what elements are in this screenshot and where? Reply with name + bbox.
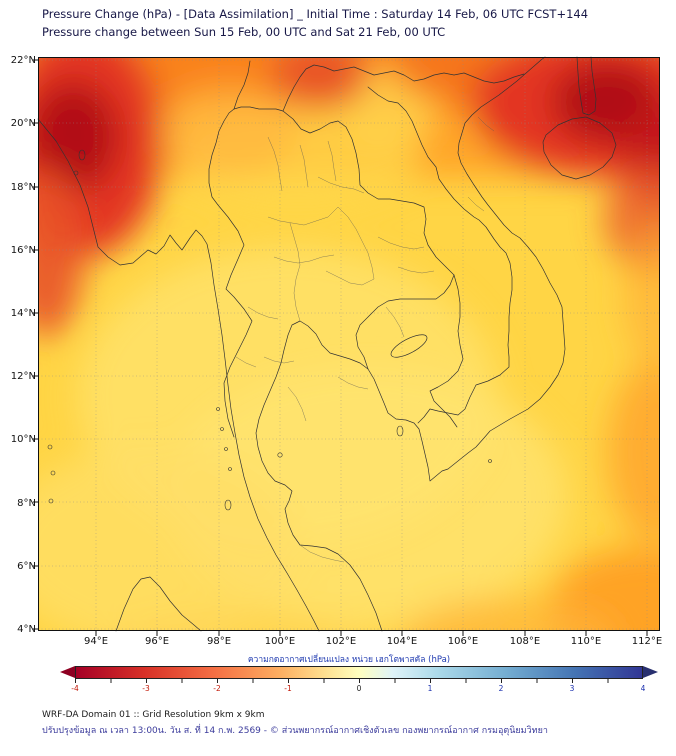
lon-tick-label: 112°E bbox=[631, 636, 663, 647]
colorbar-min-arrow bbox=[60, 666, 75, 678]
colorbar-tick-label: 4 bbox=[640, 684, 646, 693]
lat-tick-label: 8°N bbox=[17, 498, 36, 509]
colorbar-gradient bbox=[75, 666, 643, 679]
lon-tick-label: 94°E bbox=[83, 636, 109, 647]
coastline-gulf-vietnam-china bbox=[255, 56, 566, 632]
border-thailand-myanmar bbox=[208, 106, 284, 438]
colorbar-tick-label: -2 bbox=[213, 684, 221, 693]
lat-tick-label: 6°N bbox=[17, 561, 36, 572]
colorbar bbox=[60, 666, 658, 679]
footer-agency-info: ปรับปรุงข้อมูล ณ เวลา 13:00น. วัน ส. ที่… bbox=[42, 726, 548, 736]
colorbar-tick-labels: -4 -3 -2 -1 0 1 2 3 4 bbox=[71, 684, 646, 694]
colorbar-tick-label: 2 bbox=[498, 684, 504, 693]
lat-tick-label: 22°N bbox=[10, 55, 36, 66]
coastline-myanmar-peninsula-west bbox=[37, 118, 320, 632]
lon-tick-label: 100°E bbox=[264, 636, 296, 647]
border-thailand-cambodia bbox=[355, 274, 455, 370]
provincial-boundaries bbox=[235, 116, 495, 563]
colorbar-tick-label: 1 bbox=[427, 684, 433, 693]
page-title: Pressure Change (hPa) - [Data Assimilati… bbox=[42, 7, 589, 21]
lat-tick-label: 12°N bbox=[10, 371, 36, 382]
page-subtitle: Pressure change between Sun 15 Feb, 00 U… bbox=[42, 25, 446, 39]
lat-tick-label: 18°N bbox=[10, 182, 36, 193]
colorbar-tick-label: 3 bbox=[569, 684, 575, 693]
lon-tick-label: 98°E bbox=[206, 636, 232, 647]
lat-tick-label: 14°N bbox=[10, 308, 36, 319]
lon-tick-label: 102°E bbox=[325, 636, 357, 647]
lake-tonle-sap bbox=[390, 334, 428, 358]
border-laos-vietnam-cambodia bbox=[367, 86, 513, 424]
pressure-field bbox=[38, 57, 660, 631]
island-sumatra-tip bbox=[115, 576, 202, 632]
footer-domain-info: WRF-DA Domain 01 :: Grid Resolution 9km … bbox=[42, 710, 265, 720]
lon-tick-label: 104°E bbox=[386, 636, 418, 647]
colorbar-max-arrow bbox=[643, 666, 658, 678]
border-myanmar-china bbox=[233, 60, 251, 110]
colorbar-tick-label: -4 bbox=[71, 684, 79, 693]
lat-tick-label: 4°N bbox=[17, 624, 36, 635]
lon-tick-label: 108°E bbox=[509, 636, 541, 647]
pressure-map bbox=[33, 56, 660, 636]
small-islands bbox=[47, 149, 492, 511]
coastline-leizhou bbox=[576, 56, 597, 116]
lon-tick-label: 96°E bbox=[144, 636, 170, 647]
map-border bbox=[38, 57, 660, 631]
coastlines-borders bbox=[37, 56, 617, 632]
pressure-map-figure bbox=[33, 56, 660, 636]
graticule bbox=[38, 57, 660, 631]
lon-tick-label: 110°E bbox=[570, 636, 602, 647]
border-mekong-river bbox=[282, 110, 464, 428]
border-china-laos-vietnam bbox=[282, 64, 525, 112]
axis-ticks bbox=[33, 59, 648, 636]
colorbar-tick-label: -3 bbox=[142, 684, 150, 693]
colorbar-label: ความกดอากาศเปลี่ยนแปลง หน่วย เฮกโตพาสคัล… bbox=[247, 655, 451, 665]
island-hainan bbox=[542, 116, 617, 180]
colorbar-tick-label: 0 bbox=[356, 684, 362, 693]
lat-tick-label: 10°N bbox=[10, 434, 36, 445]
lat-tick-label: 16°N bbox=[10, 245, 36, 256]
colorbar-tick-label: -1 bbox=[284, 684, 292, 693]
lon-tick-label: 106°E bbox=[447, 636, 479, 647]
lat-tick-label: 20°N bbox=[10, 118, 36, 129]
colorbar-minor-ticks bbox=[75, 679, 643, 683]
